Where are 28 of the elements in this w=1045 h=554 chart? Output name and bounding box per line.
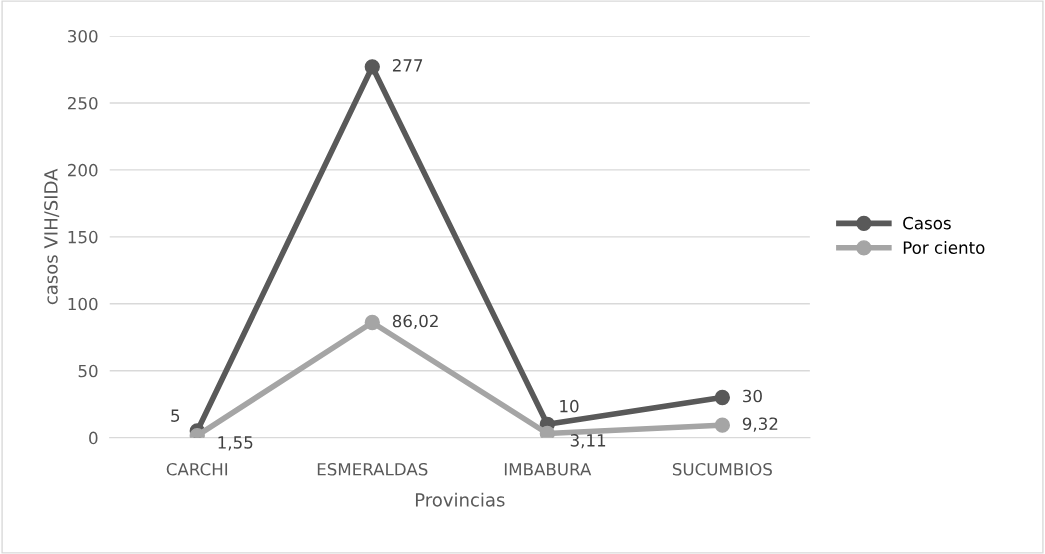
data-label: 9,32	[742, 417, 778, 432]
x-axis-title: Provincias	[415, 492, 505, 507]
y-tick-label: 200	[68, 163, 98, 177]
point	[539, 425, 555, 438]
data-label: 1,55	[218, 436, 253, 451]
point	[714, 389, 730, 406]
data-label: 5	[171, 409, 180, 422]
legend-label: Por ciento	[903, 241, 985, 254]
data-label: 86,02	[392, 314, 438, 330]
data-label: 3,11	[570, 434, 606, 449]
y-axis-title: casos VIH/SIDA	[44, 168, 60, 305]
y-tick-label: 0	[89, 431, 98, 445]
x-tick-label: SUCUMBIOS	[672, 462, 772, 476]
point	[364, 59, 380, 75]
y-tick-label: 300	[68, 29, 98, 43]
data-label: 10	[560, 399, 579, 413]
y-tick-label: 100	[68, 297, 98, 311]
x-tick-label: ESMERALDAS	[317, 462, 428, 476]
y-tick-label: 50	[78, 364, 98, 378]
y-tick-label: 250	[68, 96, 98, 110]
x-tick-label: IMBABURA	[504, 463, 592, 476]
point	[714, 417, 730, 433]
point	[364, 314, 380, 331]
data-label: 30	[743, 389, 762, 403]
y-tick-label: 150	[68, 230, 98, 244]
legend-label: Casos	[903, 216, 951, 230]
x-tick-label: CARCHI	[166, 462, 228, 476]
data-label: 277	[392, 59, 423, 72]
